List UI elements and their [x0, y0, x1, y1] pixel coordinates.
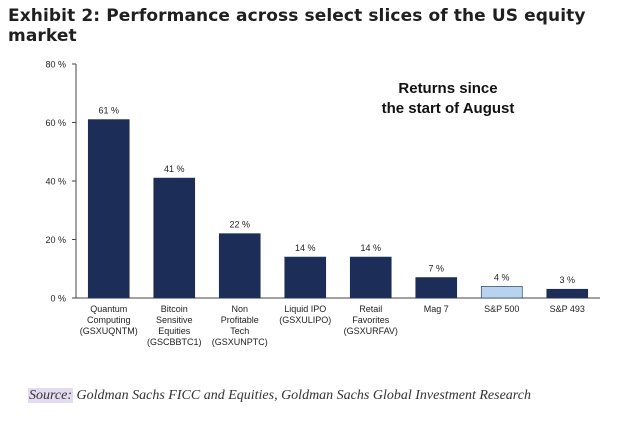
y-tick-label: 60 % — [45, 118, 66, 128]
x-category-label: Retail Favorites (GSXURFAV) — [344, 304, 398, 336]
bar-value-label: 61 % — [98, 106, 119, 116]
bar — [415, 277, 458, 299]
source-text: Goldman Sachs FICC and Equities, Goldman… — [73, 388, 531, 403]
x-category-label-line: Tech — [230, 326, 249, 336]
bar-value-label: 14 % — [295, 243, 316, 253]
bar — [87, 119, 130, 299]
x-category-label-line: S&P 500 — [484, 304, 519, 314]
x-category-label: Liquid IPO (GSXULIPO) — [279, 304, 331, 325]
x-category-label: Non Profitable Tech (GSXUNPTC) — [212, 304, 268, 347]
bar — [284, 256, 327, 299]
bar — [349, 256, 392, 299]
bar — [546, 288, 589, 299]
x-category-label-line: Mag 7 — [424, 304, 449, 314]
chart-annotation: Returns since the start of August — [382, 80, 515, 117]
x-category-label-line: Favorites — [352, 315, 390, 325]
x-category-label-line: Computing — [87, 315, 131, 325]
x-category-label-line: Equities — [158, 326, 191, 336]
chart-area: 0 % 20 % 40 % 60 % 80 % 61 % Quantum Computing(… — [8, 46, 612, 368]
chart-title: Exhibit 2: Performance across select sli… — [8, 6, 586, 46]
x-category-label-line: (GSXURFAV) — [344, 326, 398, 336]
y-tick-label: 0 % — [50, 294, 66, 304]
y-tick-label: 80 % — [45, 60, 66, 70]
x-category-label-line: (GSCBBTC1) — [147, 337, 202, 347]
x-category-label: Bitcoin Sensitive Equities (GSCBBTC1) — [147, 304, 202, 347]
x-category-label: Quantum Computing (GSXUQNTM) — [80, 304, 138, 336]
x-category-label-line: (GSXUQNTM) — [80, 326, 138, 336]
bar-value-label: 3 % — [559, 275, 575, 285]
bar-value-label: 4 % — [494, 272, 510, 282]
x-category-label-line: Profitable — [221, 315, 259, 325]
y-tick-label: 20 % — [45, 235, 66, 245]
bar-chart: 0 %20 %40 %60 %80 %61 %Quantum Computing(… — [45, 60, 600, 347]
x-category-label-line: Retail — [359, 304, 382, 314]
y-tick-label: 40 % — [45, 177, 66, 187]
annotation-line: Returns since — [398, 80, 497, 97]
x-category-label-line: Quantum — [90, 304, 127, 314]
bar — [218, 233, 261, 299]
source-label: Source: — [28, 388, 74, 403]
x-category-label-line: Bitcoin — [161, 304, 188, 314]
x-category-label-line: (GSXUNPTC) — [212, 337, 268, 347]
bar — [480, 286, 523, 299]
x-category-label-line: Sensitive — [156, 315, 193, 325]
bar-value-label: 41 % — [164, 164, 185, 174]
bar-value-label: 14 % — [360, 243, 381, 253]
bar-value-label: 7 % — [428, 264, 444, 274]
x-category-label: S&P 493 — [550, 304, 585, 314]
x-category-label-line: Non — [231, 304, 248, 314]
bar-value-label: 22 % — [229, 220, 250, 230]
source-note: Source: Goldman Sachs FICC and Equities,… — [28, 388, 531, 404]
x-category-label-line: Liquid IPO — [284, 304, 326, 314]
bar — [153, 177, 196, 299]
x-category-label-line: S&P 493 — [550, 304, 585, 314]
x-category-label-line: (GSXULIPO) — [279, 315, 331, 325]
x-category-label: Mag 7 — [424, 304, 449, 314]
annotation-line: the start of August — [382, 100, 515, 117]
x-category-label: S&P 500 — [484, 304, 519, 314]
